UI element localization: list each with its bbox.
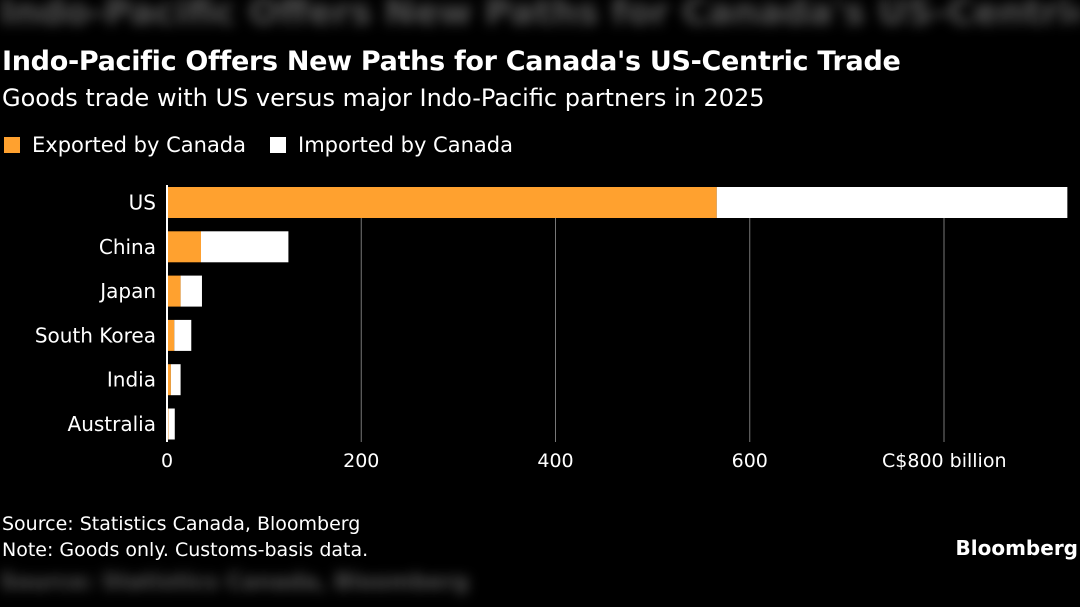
bar-imported [174, 319, 192, 351]
bar-exported [167, 231, 201, 263]
x-tick-label: 0 [161, 450, 173, 472]
x-tick-label: 600 [732, 450, 768, 472]
category-label: US [129, 191, 156, 215]
legend-item-imported: Imported by Canada [270, 133, 513, 157]
bar-exported [167, 364, 171, 396]
bar-exported [167, 275, 181, 307]
legend-swatch-exported [4, 137, 20, 153]
bar-exported [167, 319, 175, 351]
legend-swatch-imported [270, 137, 286, 153]
x-tick-label: 400 [537, 450, 573, 472]
legend-label: Exported by Canada [32, 133, 247, 157]
source-note: Source: Statistics Canada, Bloomberg [2, 513, 361, 535]
category-label: India [107, 368, 156, 392]
bar-imported [170, 364, 181, 396]
x-tick-label: C$800 billion [882, 450, 1007, 472]
blurred-footer-band: Source: Statistics Canada, Bloomberg [0, 570, 469, 595]
chart-subtitle: Goods trade with US versus major Indo-Pa… [2, 84, 765, 112]
legend-item-exported: Exported by Canada [4, 133, 246, 157]
category-label: Australia [68, 412, 156, 436]
bar-imported [180, 275, 202, 307]
bar-imported [200, 231, 289, 263]
bloomberg-logo: Bloomberg [955, 536, 1078, 560]
bar-imported [716, 187, 1068, 218]
x-tick-label: 200 [343, 450, 379, 472]
category-label: Japan [98, 279, 156, 303]
category-label: South Korea [35, 323, 156, 347]
blurred-header-band: Indo-Pacific Offers New Paths for Canada… [0, 0, 1080, 33]
bar-exported [167, 187, 717, 218]
bar-imported [168, 408, 175, 440]
footnote: Note: Goods only. Customs-basis data. [2, 539, 369, 561]
category-label: China [99, 235, 156, 259]
legend-label: Imported by Canada [298, 133, 513, 157]
chart-title: Indo-Pacific Offers New Paths for Canada… [2, 46, 901, 77]
